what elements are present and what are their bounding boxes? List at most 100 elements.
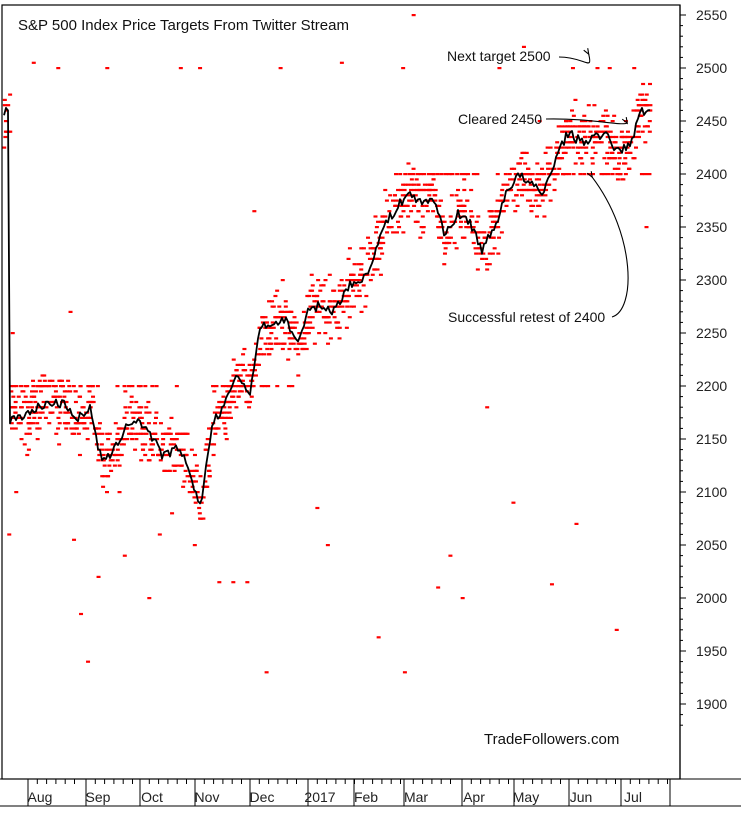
price-target-mark: [70, 416, 75, 419]
price-target-mark: [67, 385, 72, 388]
price-target-mark: [524, 188, 529, 192]
price-target-mark: [422, 188, 427, 192]
price-target-mark: [433, 188, 438, 192]
price-target-mark: [524, 173, 529, 176]
price-target-mark: [280, 347, 285, 351]
price-target-mark: [269, 342, 274, 345]
price-target-mark: [96, 432, 101, 435]
price-target-mark: [259, 337, 264, 340]
price-target-mark: [256, 363, 261, 366]
price-target-mark: [96, 459, 101, 462]
price-target-mark: [24, 432, 29, 435]
price-target-mark: [11, 416, 16, 419]
price-target-mark: [185, 475, 190, 478]
price-target-mark: [647, 173, 652, 176]
price-target-mark: [521, 188, 526, 192]
price-target-mark: [161, 443, 166, 446]
price-target-mark: [266, 353, 271, 356]
price-target-mark: [139, 459, 144, 462]
price-target-mark: [157, 533, 162, 536]
price-target-mark: [456, 188, 461, 192]
price-target-mark: [522, 178, 527, 181]
price-target-mark: [282, 310, 287, 313]
price-target-mark: [590, 162, 595, 165]
price-target-mark: [102, 475, 107, 478]
price-target-mark: [53, 385, 58, 388]
annotation-label: Cleared 2450: [458, 111, 542, 127]
price-target-mark: [170, 512, 175, 515]
price-target-mark: [218, 406, 223, 409]
price-target-mark: [229, 400, 234, 404]
price-target-mark: [204, 448, 209, 451]
price-target-mark: [429, 183, 434, 186]
price-target-mark: [557, 167, 562, 170]
price-target-mark: [370, 273, 375, 276]
price-target-mark: [82, 422, 87, 425]
price-target-mark: [147, 411, 152, 414]
price-target-mark: [389, 226, 394, 229]
price-target-mark: [351, 289, 356, 292]
price-target-mark: [216, 427, 221, 430]
price-target-mark: [325, 544, 330, 547]
price-target-mark: [11, 395, 16, 398]
y-tick-label: 2250: [696, 325, 727, 341]
price-target-mark: [537, 120, 542, 123]
price-target-mark: [175, 464, 180, 467]
price-target-mark: [390, 199, 395, 202]
price-target-mark: [3, 135, 8, 139]
price-target-mark: [227, 385, 232, 388]
price-target-mark: [109, 469, 114, 472]
price-target-mark: [413, 194, 418, 197]
price-target-mark: [542, 173, 547, 176]
price-target-mark: [86, 416, 91, 419]
price-target-mark: [40, 406, 45, 409]
price-target-mark: [606, 173, 611, 176]
price-target-mark: [400, 194, 405, 197]
price-target-mark: [9, 385, 14, 388]
price-target-mark: [275, 385, 280, 388]
price-target-mark: [78, 385, 83, 388]
price-target-mark: [377, 257, 382, 260]
price-target-mark: [73, 400, 78, 404]
price-target-mark: [10, 332, 15, 335]
price-target-mark: [16, 422, 21, 425]
price-target-mark: [644, 104, 649, 107]
price-target-mark: [590, 157, 595, 160]
price-target-mark: [471, 241, 476, 245]
price-target-mark: [30, 422, 35, 425]
price-target-mark: [206, 464, 211, 467]
price-target-mark: [85, 427, 90, 430]
price-target-mark: [130, 427, 135, 430]
price-target-mark: [469, 210, 474, 213]
price-target-mark: [571, 173, 576, 176]
price-target-mark: [618, 173, 623, 176]
price-target-mark: [545, 146, 550, 149]
price-target-mark: [594, 130, 599, 133]
price-target-mark: [238, 374, 243, 377]
price-target-mark: [305, 332, 310, 335]
price-target-mark: [491, 236, 496, 239]
price-target-mark: [367, 257, 372, 260]
price-target-mark: [496, 226, 501, 229]
price-target-mark: [125, 427, 130, 430]
price-target-mark: [604, 125, 609, 128]
price-target-mark: [117, 464, 122, 467]
price-target-mark: [28, 400, 33, 404]
price-target-mark: [221, 411, 226, 414]
price-target-mark: [227, 406, 232, 409]
price-target-mark: [552, 188, 557, 192]
price-target-mark: [540, 167, 545, 170]
price-target-mark: [612, 114, 617, 117]
price-target-mark: [215, 406, 220, 409]
price-target-mark: [648, 104, 653, 107]
price-target-mark: [115, 459, 120, 462]
price-target-mark: [290, 326, 295, 329]
price-target-mark: [363, 305, 368, 308]
price-target-mark: [613, 141, 618, 144]
price-target-mark: [447, 173, 452, 176]
price-target-mark: [115, 432, 120, 435]
price-target-mark: [409, 210, 414, 213]
price-target-mark: [612, 167, 617, 170]
price-target-mark: [569, 135, 574, 139]
price-target-mark: [356, 263, 361, 266]
